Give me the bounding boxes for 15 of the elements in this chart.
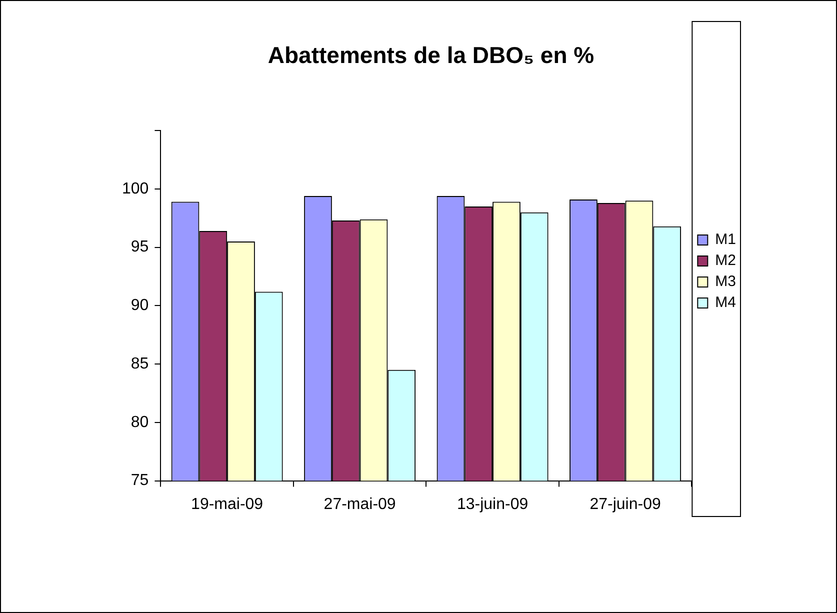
legend-label: M3 (715, 273, 736, 290)
legend-label: M1 (715, 231, 736, 248)
x-tick-label: 13-juin-09 (456, 496, 528, 513)
legend-label: M2 (715, 252, 736, 270)
y-tick-label: 80 (130, 414, 149, 431)
x-tick-label: 27-mai-09 (324, 496, 396, 513)
y-tick-label: 75 (130, 472, 149, 490)
legend-label: M4 (715, 294, 736, 312)
x-tick-label: 19-mai-09 (191, 496, 264, 513)
y-tick-label: 95 (130, 238, 149, 256)
y-tick-label: 100 (122, 180, 149, 198)
y-tick-label: 90 (130, 297, 149, 314)
y-tick-label: 85 (130, 355, 149, 372)
x-tick-label: 27-juin-09 (590, 496, 661, 513)
chart-title: Abattements de la DBO₅ en % (268, 42, 594, 68)
